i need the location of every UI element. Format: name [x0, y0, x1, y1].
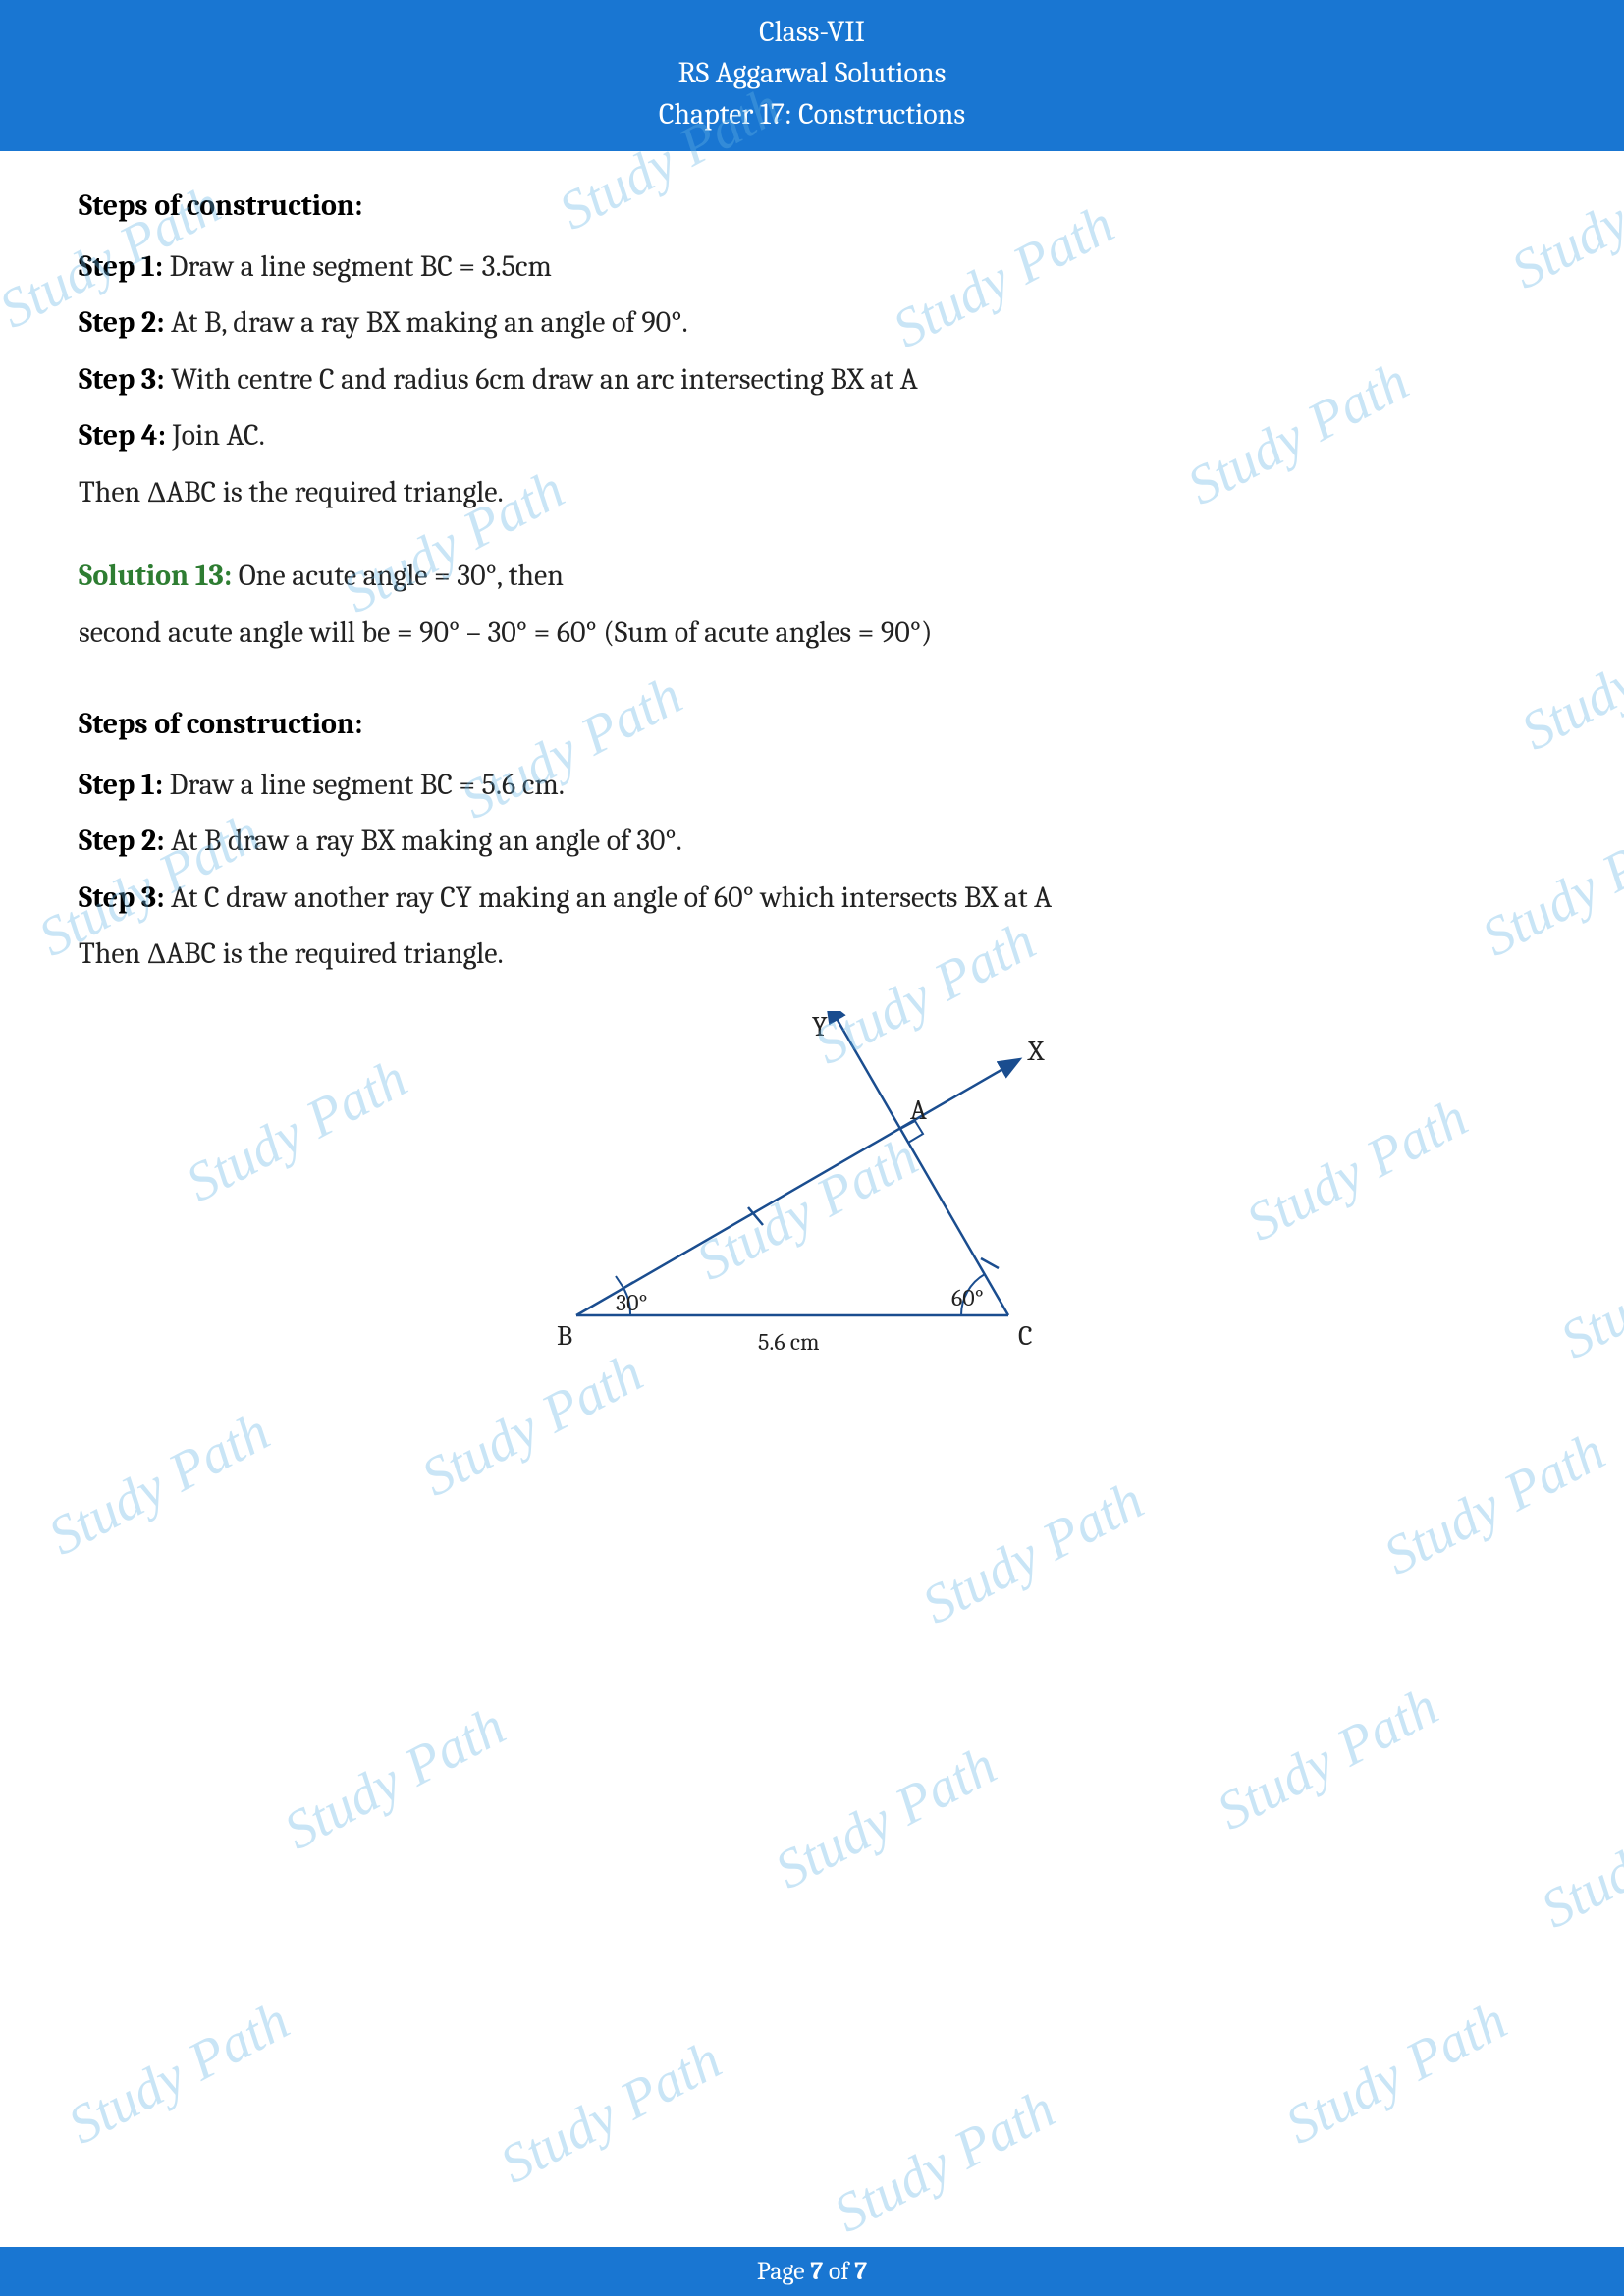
label-b: B [557, 1320, 572, 1352]
watermark-text: Study Path [765, 1734, 1006, 1901]
watermark-text: Study Path [58, 1989, 299, 2157]
watermark-text: Study Path [1374, 1419, 1615, 1587]
step-text: Draw a line segment BC = 5.6 cm. [170, 768, 565, 802]
section1-step4: Step 4: Join AC. [79, 408, 1545, 463]
watermark-text: Study Path [1531, 1773, 1624, 1941]
solution13-line2: second acute angle will be = 90° – 30° =… [79, 606, 1545, 661]
footer-banner: Page 7 of 7 [0, 2247, 1624, 2296]
step-text: With centre C and radius 6cm draw an arc… [171, 362, 918, 397]
step-label: Step 4: [79, 418, 173, 453]
header-line2: RS Aggarwal Solutions [0, 53, 1624, 94]
step-text: At B, draw a ray BX making an angle of 9… [171, 305, 688, 340]
watermark-text: Study Path [912, 1468, 1154, 1636]
header-line3: Chapter 17: Constructions [0, 94, 1624, 135]
label-c: C [1018, 1320, 1033, 1352]
watermark-text: Study Path [824, 2077, 1065, 2245]
label-y: Y [812, 1011, 828, 1042]
section2-conclusion: Then ΔABC is the required triangle. [79, 927, 1545, 982]
watermark-text: Study Path [1207, 1675, 1448, 1842]
step-text: At B draw a ray BX making an angle of 30… [171, 824, 682, 858]
watermark-text: Study Path [38, 1400, 280, 1568]
solution-text: One acute angle = 30°, then [239, 559, 564, 593]
section1-step3: Step 3: With centre C and radius 6cm dra… [79, 352, 1545, 407]
section1-heading: Steps of construction: [79, 179, 1545, 234]
step-text: Draw a line segment BC = 3.5cm [170, 249, 552, 284]
header-line1: Class-VII [0, 12, 1624, 53]
step-label: Step 1: [79, 768, 170, 802]
watermark-text: Study Path [274, 1694, 515, 1862]
footer-of: of [823, 2257, 854, 2286]
step-label: Step 1: [79, 249, 170, 284]
step-label: Step 2: [79, 824, 171, 858]
section2-heading: Steps of construction: [79, 697, 1545, 752]
solution-label: Solution 13: [79, 559, 239, 593]
footer-prefix: Page [757, 2257, 810, 2286]
solution13-line1: Solution 13: One acute angle = 30°, then [79, 549, 1545, 604]
footer-total-pages: 7 [854, 2257, 867, 2286]
triangle-diagram: B C A X Y 30° 60° 5.6 cm [517, 1011, 1107, 1403]
diagram-svg: B C A X Y 30° 60° 5.6 cm [517, 1011, 1107, 1384]
section1-step1: Step 1: Draw a line segment BC = 3.5cm [79, 240, 1545, 294]
section2-step3: Step 3: At C draw another ray CY making … [79, 871, 1545, 926]
step-text: At C draw another ray CY making an angle… [171, 881, 1052, 915]
watermark-text: Study Path [490, 2028, 731, 2196]
section1-conclusion: Then ΔABC is the required triangle. [79, 465, 1545, 520]
header-banner: Class-VII RS Aggarwal Solutions Chapter … [0, 0, 1624, 151]
step-label: Step 2: [79, 305, 171, 340]
section1-step2: Step 2: At B, draw a ray BX making an an… [79, 295, 1545, 350]
watermark-text: Study Path [1275, 1989, 1517, 2157]
angle-c-label: 60° [951, 1284, 984, 1311]
section2-step2: Step 2: At B draw a ray BX making an ang… [79, 814, 1545, 869]
base-length-label: 5.6 cm [758, 1328, 820, 1356]
step-label: Step 3: [79, 362, 171, 397]
section2-step1: Step 1: Draw a line segment BC = 5.6 cm. [79, 758, 1545, 813]
page-content: Steps of construction: Step 1: Draw a li… [0, 151, 1624, 1421]
label-a: A [910, 1095, 927, 1126]
step-text: Join AC. [173, 418, 265, 453]
angle-b-label: 30° [616, 1289, 647, 1316]
step-label: Step 3: [79, 881, 171, 915]
label-x: X [1027, 1036, 1045, 1067]
footer-current-page: 7 [810, 2257, 823, 2286]
